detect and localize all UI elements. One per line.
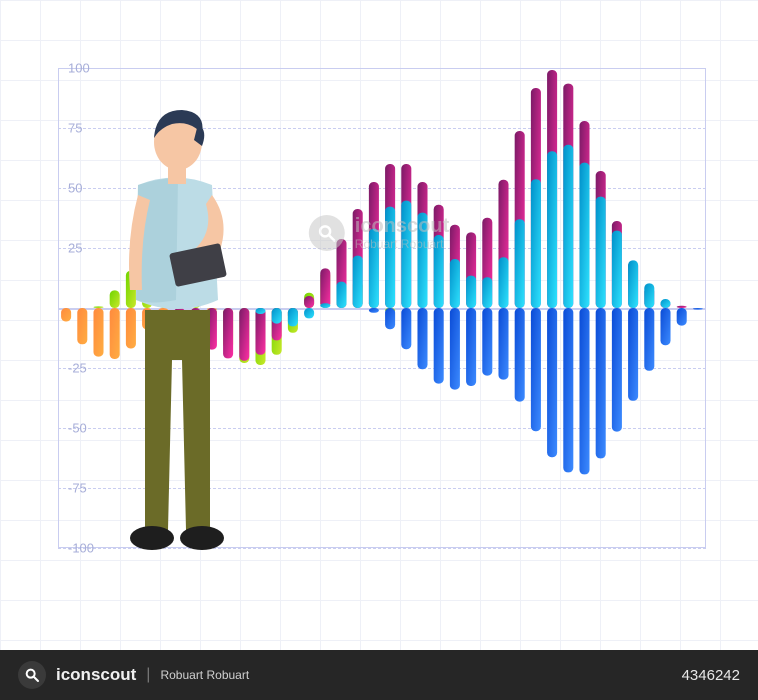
wave-bar xyxy=(353,256,363,308)
wave-bar xyxy=(628,308,638,401)
wave-bar xyxy=(336,282,346,308)
wave-bar xyxy=(579,308,589,474)
footer-bar: iconscout | Robuart Robuart 4346242 xyxy=(0,650,758,700)
wave-bar xyxy=(434,308,444,384)
wave-bar xyxy=(596,308,606,458)
wave-bar xyxy=(320,268,330,308)
wave-bar xyxy=(77,308,87,344)
wave-bar xyxy=(579,163,589,308)
asset-id: 4346242 xyxy=(682,667,740,684)
wave-bar xyxy=(304,296,314,308)
wave-bar xyxy=(450,259,460,308)
wave-bar xyxy=(369,308,379,313)
footer-brand: iconscout xyxy=(56,665,136,685)
wave-bar xyxy=(450,308,460,390)
analyst-illustration xyxy=(90,100,260,560)
wave-bar xyxy=(644,283,654,308)
footer-author: Robuart Robuart xyxy=(160,668,249,682)
wave-bar xyxy=(547,308,557,457)
wave-bar xyxy=(288,308,298,326)
wave-bar xyxy=(515,308,525,402)
wave-bar xyxy=(498,257,508,308)
wave-bar xyxy=(61,308,71,322)
wave-bar xyxy=(547,151,557,308)
watermark-author: Robuart Robuart xyxy=(355,238,449,252)
wave-bar xyxy=(401,308,411,349)
search-icon xyxy=(18,661,46,689)
wave-bar xyxy=(677,308,687,326)
wave-bar xyxy=(466,308,476,386)
wave-bar xyxy=(612,308,622,432)
wave-bar xyxy=(563,308,573,472)
wave-bar xyxy=(596,197,606,308)
wave-bar xyxy=(304,308,314,318)
wave-bar xyxy=(482,308,492,376)
wave-bar xyxy=(660,299,670,308)
wave-bar xyxy=(272,308,282,324)
wave-bar xyxy=(531,308,541,431)
wave-bar xyxy=(677,306,687,308)
watermark: iconscout Robuart Robuart xyxy=(309,215,449,252)
wave-bar xyxy=(563,145,573,308)
wave-bar xyxy=(498,308,508,380)
wave-bar xyxy=(693,308,703,310)
wave-bar xyxy=(660,308,670,345)
wave-bar xyxy=(644,308,654,371)
wave-bar xyxy=(466,276,476,308)
wave-bar xyxy=(612,231,622,308)
wave-bar xyxy=(482,277,492,308)
search-icon xyxy=(309,215,345,251)
wave-bar xyxy=(531,179,541,308)
wave-bar xyxy=(628,260,638,308)
wave-bar xyxy=(515,219,525,308)
watermark-brand: iconscout xyxy=(355,215,449,238)
wave-bar xyxy=(385,308,395,329)
wave-bar xyxy=(320,303,330,308)
wave-bar xyxy=(417,308,427,369)
